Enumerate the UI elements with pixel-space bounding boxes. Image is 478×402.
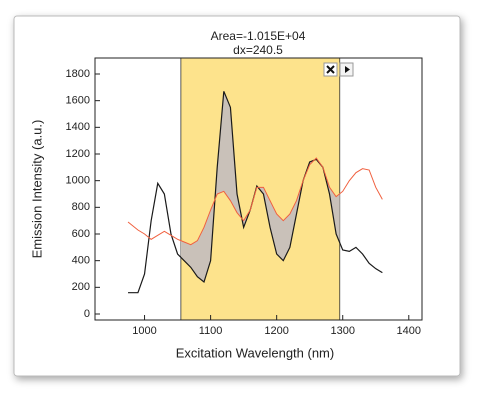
dx-annotation: dx=240.5 (233, 43, 283, 57)
y-tick-label: 600 (72, 228, 90, 240)
x-tick-label: 1300 (330, 325, 354, 337)
plot-frame (94, 57, 423, 321)
plot-area (127, 57, 383, 321)
menu-icon[interactable] (345, 66, 350, 73)
y-tick-label: 1800 (66, 68, 90, 80)
x-tick-label: 1400 (397, 325, 421, 337)
close-button[interactable] (323, 62, 338, 77)
series-lines (127, 91, 383, 294)
y-axis-label: Emission Intensity (a.u.) (29, 120, 44, 259)
close-icon[interactable] (326, 65, 335, 74)
x-tick-label: 1200 (264, 325, 288, 337)
y-tick-label: 1400 (66, 121, 90, 133)
y-tick-label: 0 (84, 308, 90, 320)
y-tick-label: 1000 (66, 175, 90, 187)
x-tick-label: 1000 (132, 325, 156, 337)
area-annotation: Area=-1.015E+04 (211, 29, 306, 43)
series-line (128, 91, 383, 294)
y-tick-label: 1600 (66, 95, 90, 107)
menu-button[interactable] (339, 62, 354, 77)
y-tick-label: 800 (72, 201, 90, 213)
y-tick-label: 200 (72, 281, 90, 293)
y-tick-label: 1200 (66, 148, 90, 160)
integration-fill (180, 91, 340, 282)
x-axis-label: Excitation Wavelength (nm) (176, 345, 334, 360)
x-tick-label: 1100 (199, 325, 223, 337)
series-line (127, 157, 383, 246)
y-tick-label: 400 (72, 255, 90, 267)
